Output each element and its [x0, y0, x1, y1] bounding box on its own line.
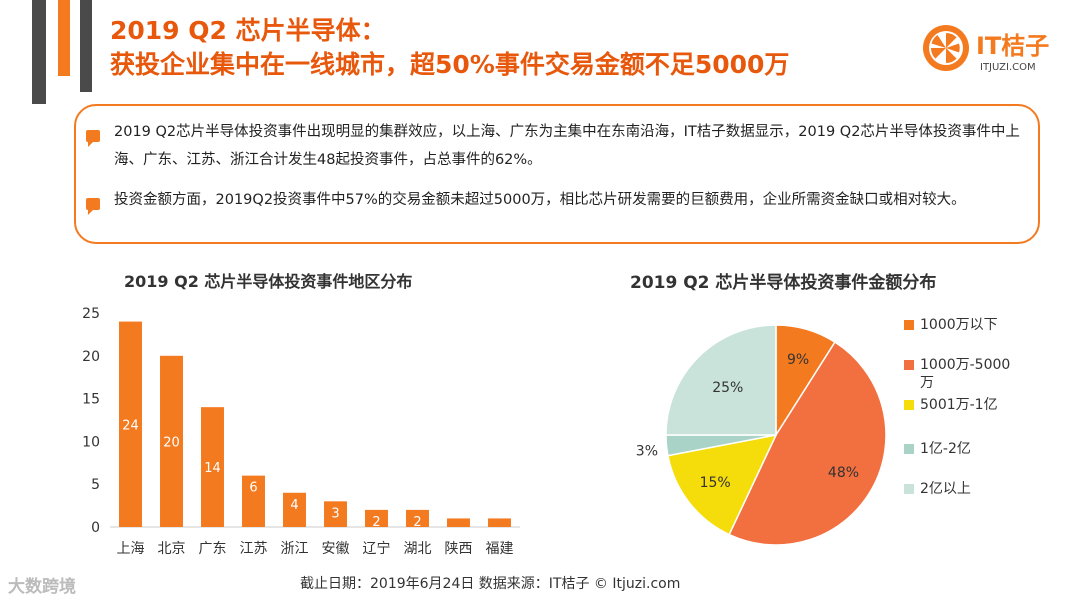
speech-bubble-icon	[86, 198, 100, 215]
x-tick-label: 广东	[199, 541, 227, 557]
legend-label: 5001万-1亿	[920, 397, 998, 413]
summary-box: 2019 Q2芯片半导体投资事件出现明显的集群效应，以上海、广东为主集中在东南沿…	[74, 104, 1040, 244]
bar	[324, 501, 347, 527]
decor-bar-orange	[58, 0, 70, 76]
legend-swatch	[904, 400, 914, 410]
pie-value-label: 25%	[712, 380, 743, 396]
decor-bar-dark	[80, 0, 92, 92]
brand-name: IT桔子	[976, 32, 1050, 60]
legend-label: 2亿以上	[920, 481, 971, 497]
decor-bar-dark	[32, 0, 46, 104]
y-tick-label: 25	[82, 306, 100, 322]
watermark: 大数跨境	[8, 577, 76, 597]
legend-label: 1000万以下	[920, 317, 998, 333]
pie-value-label: 48%	[828, 465, 859, 481]
bar	[406, 509, 429, 527]
x-tick-label: 北京	[158, 541, 186, 557]
x-tick-label: 辽宁	[363, 540, 391, 557]
bar	[283, 492, 306, 527]
bar-data-label: 4	[290, 498, 298, 513]
pie-chart-title: 2019 Q2 芯片半导体投资事件金额分布	[630, 273, 937, 293]
legend-label: 1000万-5000 万	[920, 357, 1011, 391]
y-tick-label: 15	[82, 392, 100, 408]
legend-swatch	[904, 320, 914, 330]
bar	[119, 321, 142, 527]
bar	[365, 509, 388, 527]
pie-value-label: 9%	[787, 352, 809, 368]
page-title-line2: 获投企业集中在一线城市，超50%事件交易金额不足5000万	[110, 50, 790, 79]
pie-slice	[665, 324, 777, 436]
bar-data-label: 20	[163, 435, 180, 450]
pie-slice	[667, 433, 778, 536]
x-tick-label: 上海	[117, 541, 145, 557]
brand-logo: IT桔子 ITJUZI.COM	[922, 22, 1080, 82]
bar-data-label: 2	[372, 515, 380, 530]
bar-data-label: 6	[249, 481, 257, 496]
summary-item: 2019 Q2芯片半导体投资事件出现明显的集群效应，以上海、广东为主集中在东南沿…	[114, 124, 1020, 168]
bar	[201, 407, 224, 527]
pie-value-label: 15%	[700, 475, 731, 491]
x-tick-label: 湖北	[404, 541, 432, 557]
bar	[447, 518, 470, 527]
x-tick-label: 安徽	[322, 541, 350, 557]
summary-item: 投资金额方面，2019Q2投资事件中57%的交易金额未超过5000万，相比芯片研…	[114, 192, 966, 208]
pie-value-label: 3%	[636, 443, 658, 459]
y-tick-label: 0	[91, 520, 100, 536]
y-tick-label: 20	[82, 349, 100, 365]
bar-data-label: 24	[122, 418, 139, 433]
legend-swatch	[904, 360, 914, 370]
brand-domain: ITJUZI.COM	[980, 62, 1036, 73]
bar	[242, 475, 265, 527]
page-title-line1: 2019 Q2 芯片半导体：	[110, 16, 386, 45]
page-title: 2019 Q2 芯片半导体： 获投企业集中在一线城市，超50%事件交易金额不足5…	[110, 14, 789, 82]
speech-bubble-icon	[86, 130, 100, 147]
pie-slice	[728, 341, 887, 546]
bar-data-label: 2	[413, 515, 421, 530]
legend-swatch	[904, 444, 914, 454]
x-tick-label: 福建	[486, 541, 514, 557]
x-tick-label: 浙江	[281, 541, 309, 557]
legend-label: 1亿-2亿	[920, 441, 971, 457]
x-tick-label: 陕西	[445, 541, 473, 557]
legend-swatch	[904, 484, 914, 494]
bar-chart-title: 2019 Q2 芯片半导体投资事件地区分布	[124, 272, 413, 291]
bar	[160, 355, 183, 527]
bar	[488, 518, 511, 527]
bar-data-label: 3	[331, 506, 339, 521]
bar-data-label: 14	[204, 461, 221, 476]
footer-source: 截止日期：2019年6月24日 数据来源：IT桔子 © Itjuzi.com	[300, 576, 681, 592]
y-tick-label: 5	[91, 477, 100, 493]
x-tick-label: 江苏	[240, 541, 268, 557]
orange-slice-icon	[923, 25, 969, 71]
y-tick-label: 10	[82, 434, 100, 450]
